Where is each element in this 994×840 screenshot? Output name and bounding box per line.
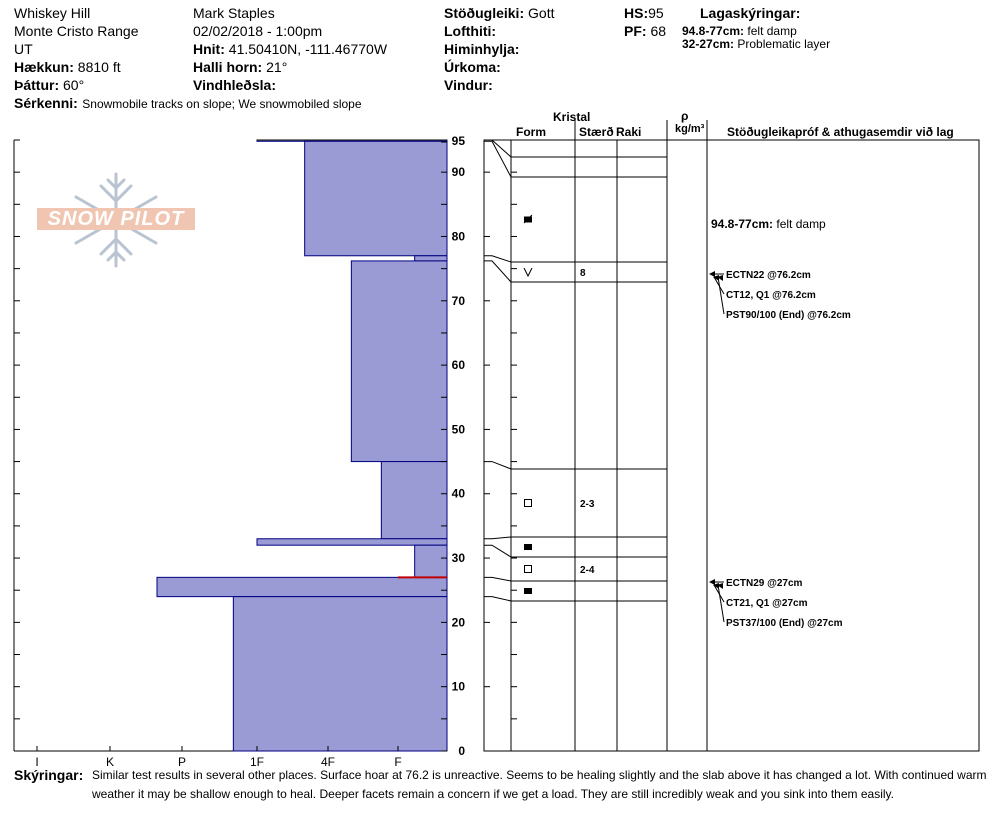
hardness-layer-bar [156, 576, 448, 598]
stability-test-result: CT12, Q1 @76.2cm [726, 290, 816, 301]
test-arrow [717, 584, 725, 623]
hardness-label-P: P [178, 755, 186, 769]
stability-test-result: ECTN22 @76.2cm [726, 270, 811, 281]
depth-connector [484, 461, 512, 470]
precip-label: Úrkoma: [444, 59, 501, 75]
surface-hoar-icon [523, 267, 533, 278]
density-symbol: ρ [681, 109, 689, 123]
test-arrowhead [709, 271, 715, 277]
coordinates: Hnit: 41.50410N, -111.46770W [193, 41, 388, 57]
test-arrowhead [713, 583, 719, 589]
foot-penetration: PF: 68 [624, 23, 667, 39]
depth-label-40: 40 [452, 487, 466, 501]
watermark-logo-text: SNOW PILOT [37, 208, 195, 230]
stability-test-result: PST90/100 (End) @76.2cm [726, 310, 851, 321]
tests-header: Stöðugleikapróf & athugasemdir við lag [727, 125, 954, 139]
grain-size: 2-3 [580, 499, 595, 510]
layer-note: 94.8-77cm: felt damp [682, 24, 797, 38]
depth-connector [484, 139, 512, 158]
hardness-layer-bar [256, 538, 448, 546]
hardness-label-K: K [106, 755, 114, 769]
depth-label-50: 50 [452, 422, 466, 436]
location-name: Whiskey Hill [14, 5, 91, 21]
stability-test-result: CT21, Q1 @27cm [726, 598, 808, 609]
stability: Stöðugleiki: Gott [444, 5, 555, 21]
depth-label-30: 30 [452, 551, 466, 565]
slope-angle: Halli horn: 21° [193, 59, 288, 75]
elevation: Hækkun: 8810 ft [14, 59, 121, 75]
grain-size: 8 [580, 268, 586, 279]
depth-label-0: 0 [458, 744, 465, 758]
test-arrowhead [709, 579, 715, 585]
hardness-layer-bar [414, 544, 448, 578]
form-detail-mark [523, 214, 533, 224]
moisture-header: Raki [616, 125, 642, 139]
hardness-layer-bar [380, 461, 448, 540]
layer-notes-title: Lagaskýringar: [700, 5, 801, 21]
notes-label: Skýringar: [14, 767, 84, 783]
faceted-icon [524, 565, 532, 573]
snowpilot-watermark: SNOW PILOT [37, 170, 195, 270]
layer-table-frame [483, 139, 980, 752]
sky-label: Himinhylja: [444, 41, 520, 57]
depth-label-95: 95 [452, 134, 466, 148]
depth-label-60: 60 [452, 358, 466, 372]
depth-connector [484, 596, 512, 602]
depth-connector [484, 544, 512, 558]
hardness-layer-bar [232, 596, 448, 752]
test-arrowhead [717, 583, 723, 589]
hardness-layer-bar [350, 260, 448, 463]
depth-connector [484, 140, 512, 178]
form-header: Form [516, 125, 546, 139]
observation-datetime: 02/02/2018 - 1:00pm [193, 23, 323, 39]
hardness-label-I: I [35, 755, 38, 769]
hardness-layer-bar [304, 140, 448, 257]
faceted-icon [524, 499, 532, 507]
melt-forms-icon [524, 544, 532, 550]
air-temp-label: Lofthiti: [444, 23, 497, 39]
range-name: Monte Cristo Range [14, 23, 139, 39]
wind-loading: Vindhleðsla: [193, 77, 276, 93]
melt-forms-icon [524, 588, 532, 594]
depth-connector [484, 576, 512, 582]
test-arrow [717, 276, 725, 315]
features: Sérkenni: Snowmobile tracks on slope; We… [14, 95, 362, 111]
crystal-header: Kristal [553, 110, 591, 124]
depth-label-90: 90 [452, 165, 466, 179]
aspect: Þáttur: 60° [14, 77, 85, 93]
notes-line-1: Similar test results in several other pl… [92, 768, 987, 782]
grain-size: 2-4 [580, 565, 595, 576]
test-arrowhead [717, 275, 723, 281]
depth-connector [484, 260, 512, 283]
stability-test-result: ECTN29 @27cm [726, 578, 803, 589]
depth-connector [484, 536, 512, 540]
stability-test-result: PST37/100 (End) @27cm [726, 618, 843, 629]
state-name: UT [14, 41, 33, 57]
layer-comment: 94.8-77cm: felt damp [711, 217, 826, 231]
hardness-label-4F: 4F [321, 755, 335, 769]
test-arrowhead [713, 275, 719, 281]
layer-note: 32-27cm: Problematic layer [682, 37, 831, 51]
notes-line-2: weather it may be shallow enough to heal… [92, 787, 894, 801]
depth-label-70: 70 [452, 294, 466, 308]
depth-label-10: 10 [452, 680, 466, 694]
snow-height: HS:95 [624, 5, 664, 21]
layer-comment-text: felt damp [776, 217, 826, 231]
depth-label-80: 80 [452, 229, 466, 243]
layer-comment-range: 94.8-77cm: [711, 217, 776, 231]
hardness-label-1F: 1F [250, 755, 264, 769]
depth-label-20: 20 [452, 615, 466, 629]
hardness-label-F: F [394, 755, 401, 769]
wind-label: Vindur: [444, 77, 493, 93]
hardness-layer-bar [414, 255, 448, 262]
density-unit: kg/m³ [675, 123, 705, 135]
size-header: Stærð [579, 125, 614, 139]
depth-connector [484, 255, 512, 263]
observer-name: Mark Staples [193, 5, 275, 21]
